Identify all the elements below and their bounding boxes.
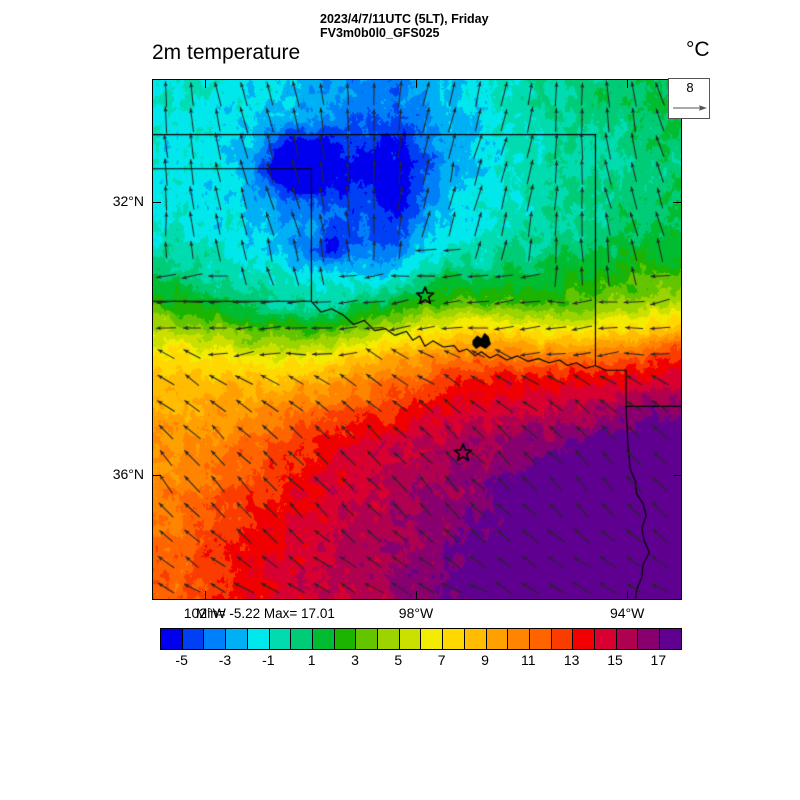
min-max-annotation: Min= -5.22 Max= 17.01	[196, 606, 335, 621]
lon-label-94W: 94°W	[609, 605, 645, 621]
right-arrow-icon	[673, 105, 707, 111]
axis-tick	[204, 79, 206, 88]
temperature-field-canvas	[153, 80, 681, 599]
colorbar-tick: 7	[437, 652, 446, 668]
axis-tick	[673, 201, 682, 203]
colorbar-band	[204, 629, 227, 649]
colorbar-tick: -3	[218, 652, 232, 668]
colorbar-tick: 13	[563, 652, 580, 668]
colorbar-band	[399, 629, 422, 649]
colorbar-band	[291, 629, 313, 649]
colorbar-tick-labels: -5 -3 -1 1 3 5 7 9 11 13 15 17	[160, 650, 682, 670]
axis-tick	[627, 79, 629, 88]
colorbar-tick: 5	[394, 652, 403, 668]
colorbar-band	[334, 629, 357, 649]
colorbar-band	[573, 629, 596, 649]
colorbar-band	[508, 629, 530, 649]
lat-label-32N: 32°N	[112, 192, 144, 209]
colorbar-band	[616, 629, 639, 649]
map-plot-area[interactable]	[152, 79, 682, 600]
lon-label-98W: 98°W	[398, 605, 434, 621]
colorbar-tick: 17	[650, 652, 667, 668]
axis-tick	[152, 475, 161, 477]
wind-reference-value: 8	[686, 80, 694, 95]
colorbar-band	[486, 629, 509, 649]
colorbar-band	[443, 629, 465, 649]
colorbar-tick: 3	[351, 652, 359, 668]
wind-reference-legend: 8	[668, 78, 710, 119]
colorbar-band	[464, 629, 487, 649]
colorbar-band	[356, 629, 379, 649]
lat-label-36N: 36°N	[112, 466, 144, 483]
colorbar-band	[529, 629, 552, 649]
axis-tick	[152, 201, 161, 203]
axis-tick	[627, 591, 629, 600]
colorbar-tick: -1	[262, 652, 275, 668]
colorbar-tick: 1	[307, 652, 316, 668]
axis-tick	[204, 591, 206, 600]
axis-tick	[416, 79, 417, 88]
colorbar-band	[269, 629, 292, 649]
colorbar-band	[312, 629, 335, 649]
colorbar-band	[247, 629, 270, 649]
colorbar-tick: 15	[607, 652, 623, 668]
axis-tick	[416, 591, 417, 600]
colorbar-band	[551, 629, 574, 649]
model-subtitle: FV3m0b0l0_GFS025	[320, 26, 440, 40]
chart-title-block: 2023/4/7/11UTC (5LT), Friday FV3m0b0l0_G…	[320, 12, 620, 40]
colorbar-tick: 9	[481, 652, 489, 668]
colorbar-tick: 11	[521, 652, 536, 668]
colorbar-band	[378, 629, 400, 649]
colorbar-tick: -5	[175, 652, 188, 668]
colorbar-band	[638, 629, 661, 649]
colorbar-band	[226, 629, 248, 649]
colorbar[interactable]	[160, 628, 682, 650]
variable-title: 2m temperature	[152, 41, 301, 64]
colorbar-band	[182, 629, 205, 649]
lon-label-102W: 102°W	[183, 605, 226, 621]
colorbar-band	[660, 629, 681, 649]
colorbar-band	[161, 629, 183, 649]
valid-time-title: 2023/4/7/11UTC (5LT), Friday	[320, 12, 489, 26]
colorbar-band	[421, 629, 444, 649]
unit-label: °C	[686, 38, 710, 61]
axis-tick	[673, 475, 682, 477]
colorbar-band	[595, 629, 617, 649]
